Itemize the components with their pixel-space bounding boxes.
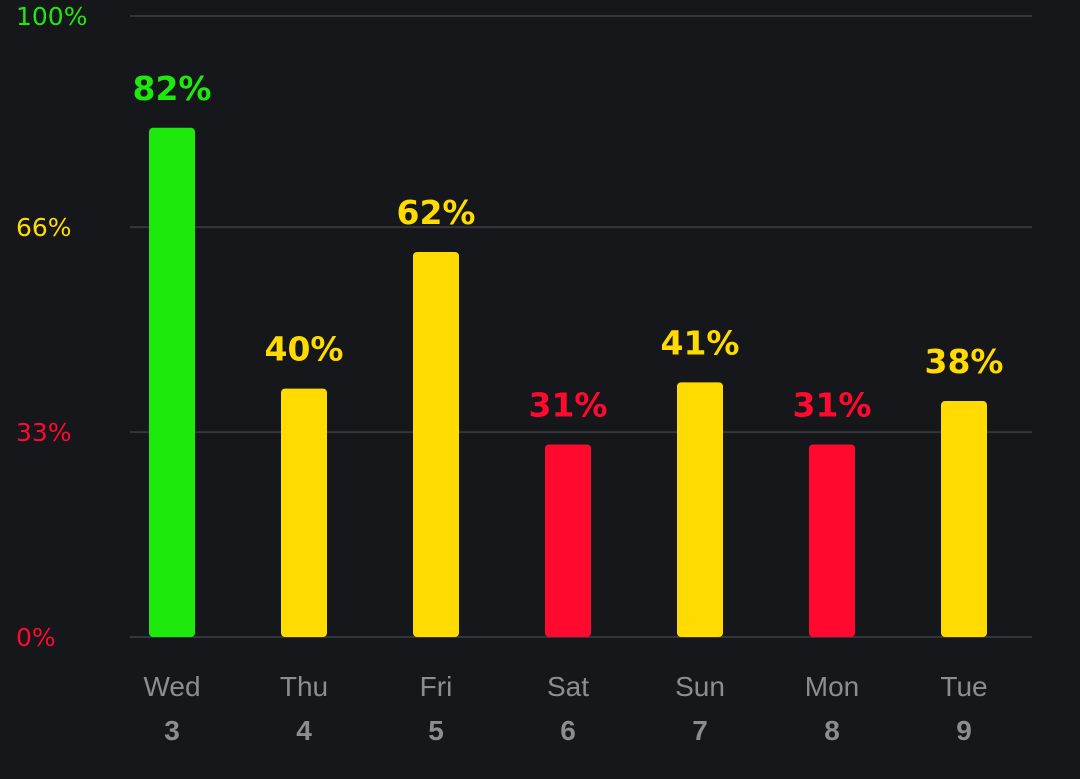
x-tick-day: Fri <box>420 671 453 702</box>
value-label: 62% <box>397 193 476 232</box>
bar-mon <box>809 444 855 637</box>
x-tick-day: Thu <box>280 671 328 702</box>
x-tick-day: Tue <box>940 671 987 702</box>
y-tick-label: 33% <box>16 418 72 447</box>
bar-wed <box>149 127 195 637</box>
bar-tue <box>941 401 987 637</box>
y-axis-ticks: 0% 33% 66% 100% <box>16 2 87 652</box>
bar-fri <box>413 251 459 638</box>
value-label: 38% <box>925 342 1004 381</box>
value-label: 41% <box>661 323 740 362</box>
x-tick-day: Mon <box>805 671 859 702</box>
x-tick-date: 3 <box>164 715 180 746</box>
y-tick-label: 100% <box>16 2 87 31</box>
value-label: 82% <box>133 69 212 108</box>
value-label: 31% <box>793 385 872 424</box>
value-label: 31% <box>529 385 608 424</box>
y-tick-label: 0% <box>16 623 56 652</box>
y-tick-label: 66% <box>16 213 72 242</box>
bars <box>149 127 987 638</box>
bar-sat <box>545 444 591 637</box>
x-tick-date: 9 <box>956 715 972 746</box>
bar-thu <box>281 388 327 637</box>
x-tick-date: 6 <box>560 715 576 746</box>
x-tick-date: 7 <box>692 715 708 746</box>
x-tick-day: Sun <box>675 671 725 702</box>
x-tick-date: 4 <box>296 715 312 746</box>
value-label: 40% <box>265 330 344 369</box>
bar-sun <box>677 382 723 637</box>
x-tick-day: Wed <box>143 671 200 702</box>
x-tick-date: 5 <box>428 715 444 746</box>
x-tick-day: Sat <box>547 671 589 702</box>
x-tick-date: 8 <box>824 715 840 746</box>
value-labels: 82% 40% 62% 31% 41% 31% 38% <box>133 69 1004 425</box>
x-axis-ticks: Wed 3 Thu 4 Fri 5 Sat 6 Sun 7 Mon 8 Tue 9 <box>143 671 987 746</box>
